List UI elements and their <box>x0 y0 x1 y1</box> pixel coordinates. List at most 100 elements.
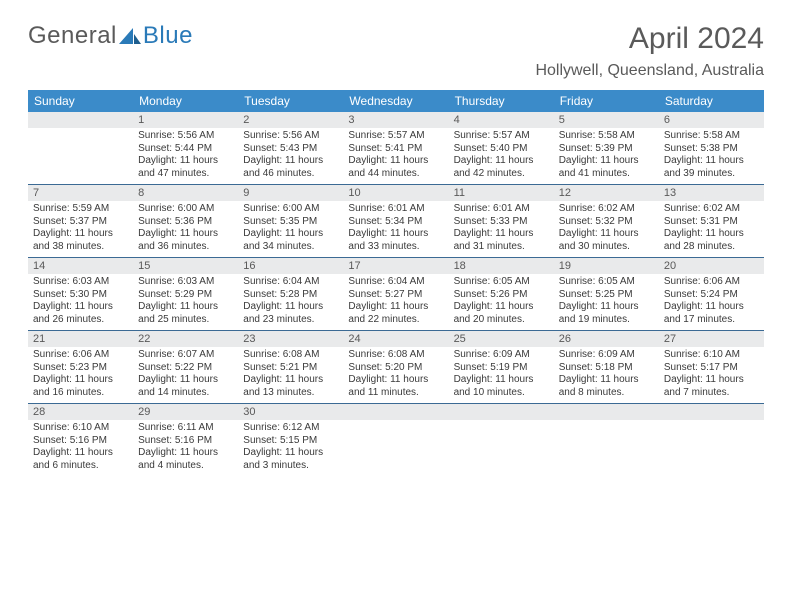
day-number: 20 <box>659 258 764 274</box>
daylight-text: Daylight: 11 hours and 36 minutes. <box>138 228 233 253</box>
day-details: Sunrise: 5:58 AMSunset: 5:38 PMDaylight:… <box>659 128 764 184</box>
weeks-container: 1Sunrise: 5:56 AMSunset: 5:44 PMDaylight… <box>28 112 764 476</box>
sunset-text: Sunset: 5:15 PM <box>243 435 338 448</box>
week-row: 21 Sunrise: 6:06 AMSunset: 5:23 PMDayligh… <box>28 331 764 404</box>
daylight-text: Daylight: 11 hours and 34 minutes. <box>243 228 338 253</box>
day-number: 11 <box>449 185 554 201</box>
sunrise-text: Sunrise: 6:01 AM <box>348 203 443 216</box>
day-details: Sunrise: 6:06 AMSunset: 5:24 PMDaylight:… <box>659 274 764 330</box>
sunset-text: Sunset: 5:31 PM <box>664 216 759 229</box>
day-details: Sunrise: 5:57 AMSunset: 5:41 PMDaylight:… <box>343 128 448 184</box>
sunset-text: Sunset: 5:32 PM <box>559 216 654 229</box>
daylight-text: Daylight: 11 hours and 23 minutes. <box>243 301 338 326</box>
day-number: 6 <box>659 112 764 128</box>
day-number: 23 <box>238 331 343 347</box>
day-details: Sunrise: 6:01 AMSunset: 5:33 PMDaylight:… <box>449 201 554 257</box>
week-row: 7Sunrise: 5:59 AMSunset: 5:37 PMDaylight… <box>28 185 764 258</box>
weekday-header: Sunday <box>28 90 133 112</box>
sunrise-text: Sunrise: 6:06 AM <box>33 349 128 362</box>
month-title: April 2024 <box>535 22 764 56</box>
day-details: Sunrise: 6:09 AMSunset: 5:18 PMDaylight:… <box>554 347 659 403</box>
sunrise-text: Sunrise: 6:05 AM <box>454 276 549 289</box>
daylight-text: Daylight: 11 hours and 30 minutes. <box>559 228 654 253</box>
sunset-text: Sunset: 5:20 PM <box>348 362 443 375</box>
day-number: 25 <box>449 331 554 347</box>
weekday-header: Tuesday <box>238 90 343 112</box>
daylight-text: Daylight: 11 hours and 33 minutes. <box>348 228 443 253</box>
sunrise-text: Sunrise: 6:11 AM <box>138 422 233 435</box>
sunrise-text: Sunrise: 6:00 AM <box>138 203 233 216</box>
daylight-text: Daylight: 11 hours and 20 minutes. <box>454 301 549 326</box>
sunset-text: Sunset: 5:23 PM <box>33 362 128 375</box>
sunset-text: Sunset: 5:35 PM <box>243 216 338 229</box>
daylight-text: Daylight: 11 hours and 16 minutes. <box>33 374 128 399</box>
sunrise-text: Sunrise: 5:59 AM <box>33 203 128 216</box>
sunset-text: Sunset: 5:38 PM <box>664 143 759 156</box>
sunrise-text: Sunrise: 6:03 AM <box>33 276 128 289</box>
day-cell: 16Sunrise: 6:04 AMSunset: 5:28 PMDayligh… <box>238 258 343 330</box>
day-number: 8 <box>133 185 238 201</box>
sunrise-text: Sunrise: 5:58 AM <box>664 130 759 143</box>
day-number: 30 <box>238 404 343 420</box>
day-number: 16 <box>238 258 343 274</box>
daylight-text: Daylight: 11 hours and 31 minutes. <box>454 228 549 253</box>
day-number: 27 <box>659 331 764 347</box>
sunrise-text: Sunrise: 6:01 AM <box>454 203 549 216</box>
day-cell <box>28 112 133 184</box>
weekday-header: Wednesday <box>343 90 448 112</box>
sunrise-text: Sunrise: 6:00 AM <box>243 203 338 216</box>
day-cell: 11Sunrise: 6:01 AMSunset: 5:33 PMDayligh… <box>449 185 554 257</box>
weekday-header: Monday <box>133 90 238 112</box>
day-details: Sunrise: 6:07 AMSunset: 5:22 PMDaylight:… <box>133 347 238 403</box>
day-number: 12 <box>554 185 659 201</box>
day-cell: 12Sunrise: 6:02 AMSunset: 5:32 PMDayligh… <box>554 185 659 257</box>
sunrise-text: Sunrise: 6:10 AM <box>664 349 759 362</box>
daylight-text: Daylight: 11 hours and 47 minutes. <box>138 155 233 180</box>
sunset-text: Sunset: 5:34 PM <box>348 216 443 229</box>
sunset-text: Sunset: 5:40 PM <box>454 143 549 156</box>
title-block: April 2024 Hollywell, Queensland, Austra… <box>535 22 764 80</box>
sunrise-text: Sunrise: 6:08 AM <box>243 349 338 362</box>
daylight-text: Daylight: 11 hours and 39 minutes. <box>664 155 759 180</box>
brand-logo: General Blue <box>28 22 193 50</box>
day-number: 21 <box>28 331 133 347</box>
sunrise-text: Sunrise: 6:07 AM <box>138 349 233 362</box>
sunset-text: Sunset: 5:39 PM <box>559 143 654 156</box>
day-number: 19 <box>554 258 659 274</box>
sunset-text: Sunset: 5:29 PM <box>138 289 233 302</box>
day-details: Sunrise: 6:08 AMSunset: 5:20 PMDaylight:… <box>343 347 448 403</box>
day-details <box>343 420 448 426</box>
day-details: Sunrise: 6:04 AMSunset: 5:27 PMDaylight:… <box>343 274 448 330</box>
day-details: Sunrise: 5:56 AMSunset: 5:44 PMDaylight:… <box>133 128 238 184</box>
weekday-header-row: Sunday Monday Tuesday Wednesday Thursday… <box>28 90 764 112</box>
sunset-text: Sunset: 5:44 PM <box>138 143 233 156</box>
sunrise-text: Sunrise: 5:57 AM <box>348 130 443 143</box>
sunrise-text: Sunrise: 6:12 AM <box>243 422 338 435</box>
day-number: 10 <box>343 185 448 201</box>
day-cell <box>343 404 448 476</box>
day-details: Sunrise: 6:00 AMSunset: 5:35 PMDaylight:… <box>238 201 343 257</box>
day-details: Sunrise: 6:05 AMSunset: 5:25 PMDaylight:… <box>554 274 659 330</box>
sunset-text: Sunset: 5:22 PM <box>138 362 233 375</box>
day-cell: 26Sunrise: 6:09 AMSunset: 5:18 PMDayligh… <box>554 331 659 403</box>
week-row: 28Sunrise: 6:10 AMSunset: 5:16 PMDayligh… <box>28 404 764 476</box>
day-cell: 18Sunrise: 6:05 AMSunset: 5:26 PMDayligh… <box>449 258 554 330</box>
daylight-text: Daylight: 11 hours and 42 minutes. <box>454 155 549 180</box>
day-details: Sunrise: 6:01 AMSunset: 5:34 PMDaylight:… <box>343 201 448 257</box>
day-cell: 19Sunrise: 6:05 AMSunset: 5:25 PMDayligh… <box>554 258 659 330</box>
sunset-text: Sunset: 5:16 PM <box>33 435 128 448</box>
day-number: 2 <box>238 112 343 128</box>
daylight-text: Daylight: 11 hours and 19 minutes. <box>559 301 654 326</box>
day-cell: 20Sunrise: 6:06 AMSunset: 5:24 PMDayligh… <box>659 258 764 330</box>
sunset-text: Sunset: 5:41 PM <box>348 143 443 156</box>
day-details: Sunrise: 5:57 AMSunset: 5:40 PMDaylight:… <box>449 128 554 184</box>
sunset-text: Sunset: 5:25 PM <box>559 289 654 302</box>
week-row: 14Sunrise: 6:03 AMSunset: 5:30 PMDayligh… <box>28 258 764 331</box>
day-details: Sunrise: 5:59 AMSunset: 5:37 PMDaylight:… <box>28 201 133 257</box>
day-details <box>449 420 554 426</box>
sunrise-text: Sunrise: 6:03 AM <box>138 276 233 289</box>
calendar-grid: Sunday Monday Tuesday Wednesday Thursday… <box>28 90 764 476</box>
day-details: Sunrise: 6:02 AMSunset: 5:32 PMDaylight:… <box>554 201 659 257</box>
day-cell: 10Sunrise: 6:01 AMSunset: 5:34 PMDayligh… <box>343 185 448 257</box>
sunrise-text: Sunrise: 5:56 AM <box>138 130 233 143</box>
